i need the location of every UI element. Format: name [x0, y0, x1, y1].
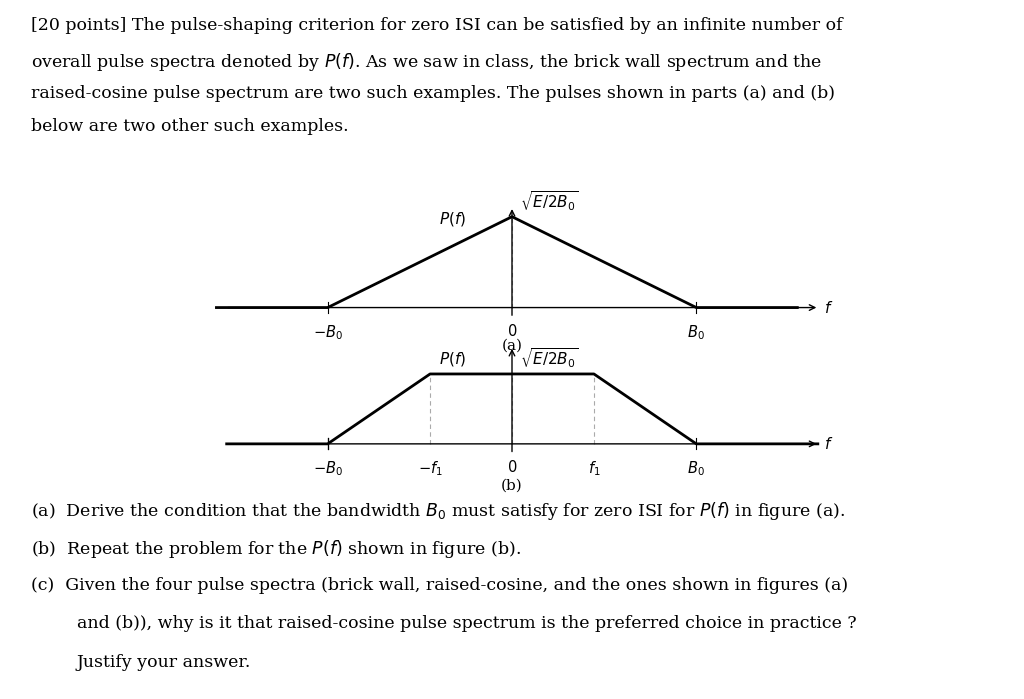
Text: $f$: $f$ [824, 436, 834, 452]
Text: $-f_1$: $-f_1$ [418, 459, 442, 478]
Text: (a): (a) [502, 339, 522, 353]
Text: $B_0$: $B_0$ [687, 323, 706, 342]
Text: Justify your answer.: Justify your answer. [77, 654, 251, 670]
Text: $0$: $0$ [507, 459, 517, 475]
Text: below are two other such examples.: below are two other such examples. [31, 118, 348, 135]
Text: $P(f)$: $P(f)$ [439, 210, 466, 228]
Text: $\sqrt{E/2B_0}$: $\sqrt{E/2B_0}$ [520, 189, 579, 213]
Text: $f_1$: $f_1$ [588, 459, 600, 478]
Text: (b)  Repeat the problem for the $P(f)$ shown in figure (b).: (b) Repeat the problem for the $P(f)$ sh… [31, 538, 520, 560]
Text: [20 points] The pulse-shaping criterion for zero ISI can be satisfied by an infi: [20 points] The pulse-shaping criterion … [31, 17, 843, 34]
Text: $B_0$: $B_0$ [687, 459, 706, 478]
Text: (c)  Given the four pulse spectra (brick wall, raised-cosine, and the ones shown: (c) Given the four pulse spectra (brick … [31, 577, 848, 593]
Text: $\sqrt{E/2B_0}$: $\sqrt{E/2B_0}$ [520, 347, 579, 370]
Text: $0$: $0$ [507, 323, 517, 339]
Text: and (b)), why is it that raised-cosine pulse spectrum is the preferred choice in: and (b)), why is it that raised-cosine p… [77, 615, 856, 632]
Text: $P(f)$: $P(f)$ [439, 350, 466, 368]
Text: overall pulse spectra denoted by $P(f)$. As we saw in class, the brick wall spec: overall pulse spectra denoted by $P(f)$.… [31, 51, 822, 73]
Text: raised-cosine pulse spectrum are two such examples. The pulses shown in parts (a: raised-cosine pulse spectrum are two suc… [31, 85, 835, 101]
Text: $f$: $f$ [824, 300, 834, 315]
Text: $-B_0$: $-B_0$ [312, 459, 343, 478]
Text: (b): (b) [501, 479, 523, 493]
Text: (a)  Derive the condition that the bandwidth $B_0$ must satisfy for zero ISI for: (a) Derive the condition that the bandwi… [31, 500, 845, 521]
Text: $-B_0$: $-B_0$ [312, 323, 343, 342]
